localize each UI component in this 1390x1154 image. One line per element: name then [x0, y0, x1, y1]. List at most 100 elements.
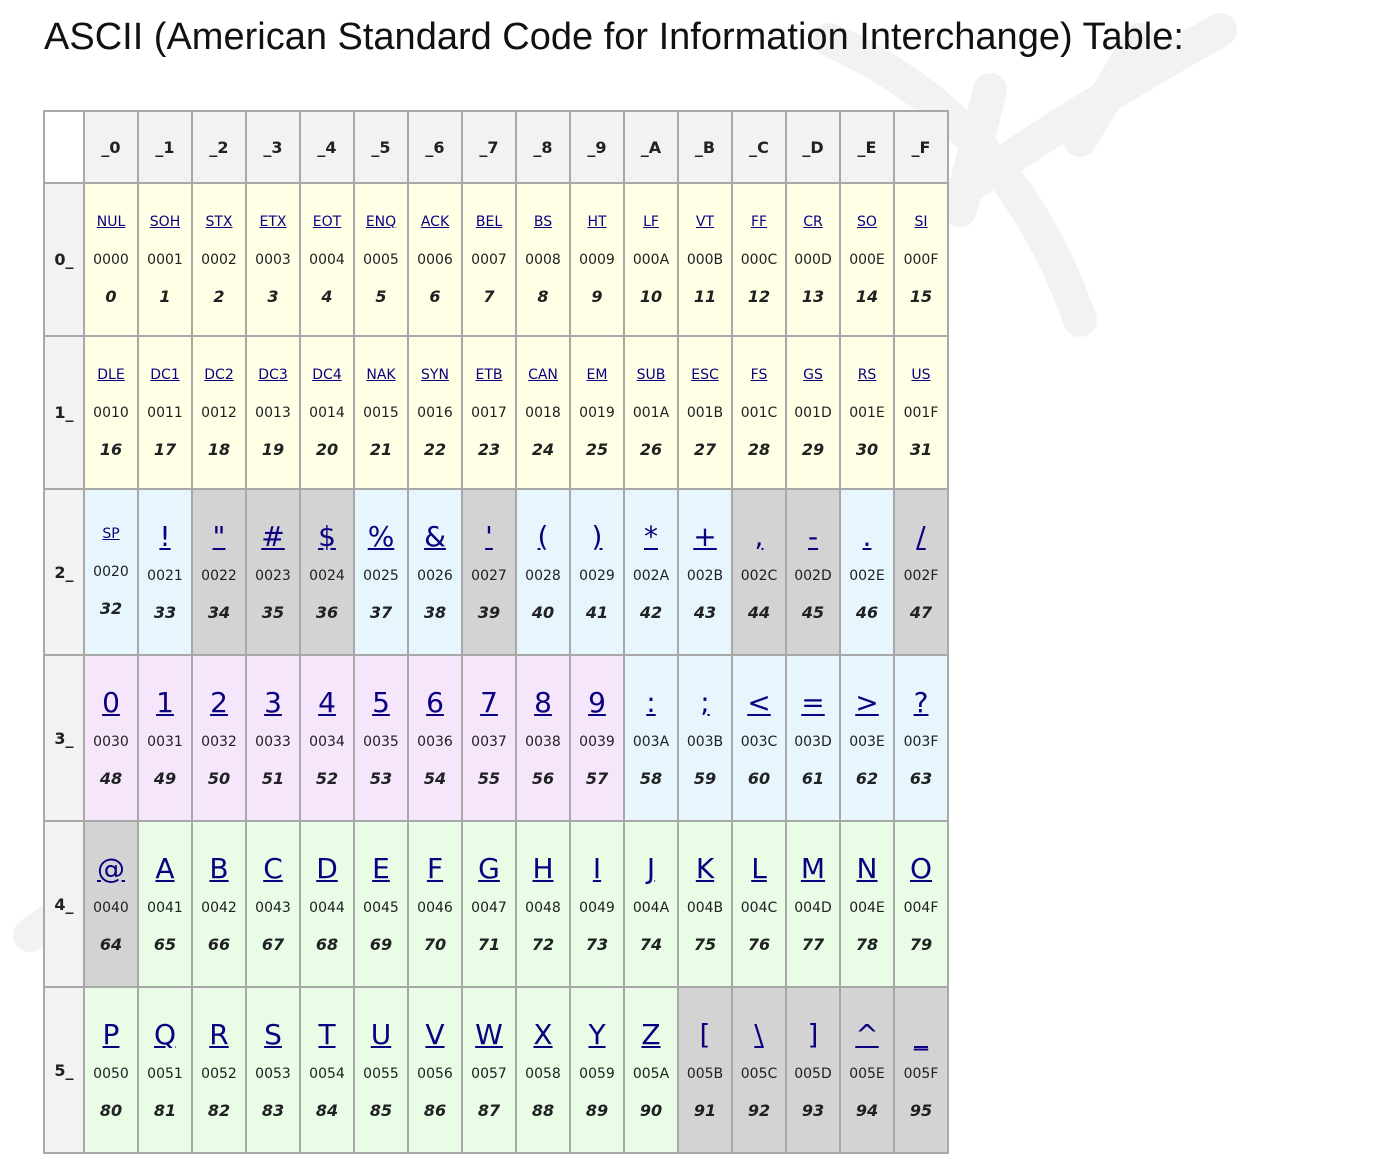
character-link[interactable]: - — [807, 520, 819, 553]
character-link[interactable]: & — [424, 520, 446, 553]
character-link[interactable]: 8 — [534, 686, 552, 719]
character-link[interactable]: HT — [587, 213, 607, 230]
character-link[interactable]: # — [261, 520, 285, 553]
character-link[interactable]: US — [911, 366, 931, 383]
character-link[interactable]: @ — [97, 852, 125, 885]
character-link[interactable]: ' — [485, 520, 493, 553]
character-link[interactable]: DC3 — [258, 366, 288, 383]
character-link[interactable]: N — [856, 852, 878, 885]
character-link[interactable]: BS — [533, 213, 553, 230]
character-link[interactable]: . — [862, 520, 872, 553]
ascii-cell: SYN 0016 22 — [407, 335, 463, 490]
character-link[interactable]: BEL — [475, 213, 503, 230]
character-link[interactable]: ESC — [691, 366, 719, 383]
character-link[interactable]: L — [751, 852, 767, 885]
character-link[interactable]: ENQ — [365, 213, 397, 230]
character-link[interactable]: DC4 — [312, 366, 342, 383]
character-link[interactable]: LF — [643, 213, 659, 230]
character-link[interactable]: + — [693, 520, 717, 553]
character-link[interactable]: D — [316, 852, 338, 885]
character-link[interactable]: ETX — [259, 213, 287, 230]
character-link[interactable]: M — [800, 852, 826, 885]
character-link[interactable]: 2 — [210, 686, 228, 719]
character-link[interactable]: Z — [641, 1018, 661, 1051]
character-link[interactable]: DC1 — [150, 366, 180, 383]
ascii-cell: V 0056 86 — [407, 986, 463, 1154]
character-link[interactable]: " — [212, 520, 226, 553]
character-link[interactable]: * — [644, 520, 658, 553]
character-link[interactable]: 3 — [264, 686, 282, 719]
character-link[interactable]: C — [263, 852, 283, 885]
character-link[interactable]: = — [801, 686, 825, 719]
character-link[interactable]: H — [532, 852, 554, 885]
character-link[interactable]: VT — [695, 213, 715, 230]
character-link[interactable]: V — [425, 1018, 445, 1051]
decimal-code: 68 — [315, 935, 339, 954]
character-link[interactable]: EM — [586, 366, 608, 383]
character-link[interactable]: DC2 — [204, 366, 234, 383]
character-link[interactable]: FF — [750, 213, 768, 230]
character-link[interactable]: $ — [318, 520, 336, 553]
character-link[interactable]: NUL — [96, 213, 126, 230]
character-link[interactable]: 0 — [102, 686, 120, 719]
character-link[interactable]: P — [102, 1018, 120, 1051]
character-link[interactable]: RS — [857, 366, 877, 383]
character-link[interactable]: I — [592, 852, 602, 885]
character-link[interactable]: ! — [159, 520, 171, 553]
character-link[interactable]: [ — [699, 1018, 711, 1051]
character-link[interactable]: ^ — [855, 1018, 879, 1051]
character-link[interactable]: _ — [914, 1018, 928, 1051]
character-link[interactable]: 7 — [480, 686, 498, 719]
character-link[interactable]: SYN — [421, 366, 449, 383]
character-link[interactable]: Y — [588, 1018, 606, 1051]
character-link[interactable]: Q — [153, 1018, 177, 1051]
character-link[interactable]: R — [209, 1018, 229, 1051]
character-link[interactable]: 4 — [318, 686, 336, 719]
character-link[interactable]: O — [909, 852, 933, 885]
character-link[interactable]: EOT — [312, 213, 342, 230]
character-link[interactable]: W — [475, 1018, 503, 1051]
character-link[interactable]: B — [209, 852, 229, 885]
character-link[interactable]: , — [754, 520, 764, 553]
character-link[interactable]: SI — [914, 213, 928, 230]
decimal-code: 20 — [315, 439, 339, 459]
character-link[interactable]: K — [695, 852, 715, 885]
character-link[interactable]: 1 — [156, 686, 174, 719]
character-link[interactable]: CR — [803, 213, 823, 230]
character-link[interactable]: SO — [857, 213, 877, 230]
character-link[interactable]: ? — [913, 686, 929, 719]
character-link[interactable]: G — [478, 852, 500, 885]
character-link[interactable]: ETB — [475, 366, 503, 383]
character-link[interactable]: GS — [803, 366, 823, 383]
character-link[interactable]: J — [646, 852, 656, 885]
character-link[interactable]: T — [318, 1018, 336, 1051]
character-link[interactable]: FS — [750, 366, 768, 383]
character-link[interactable]: ; — [700, 686, 710, 719]
character-link[interactable]: \ — [754, 1018, 764, 1051]
character-link[interactable]: SP — [102, 526, 120, 542]
character-link[interactable]: 6 — [426, 686, 444, 719]
character-link[interactable]: ] — [807, 1018, 819, 1051]
character-link[interactable]: E — [372, 852, 390, 885]
character-link[interactable]: > — [855, 686, 879, 719]
character-link[interactable]: 9 — [588, 686, 606, 719]
character-link[interactable]: S — [264, 1018, 282, 1051]
character-link[interactable]: < — [747, 686, 771, 719]
character-link[interactable]: ACK — [420, 213, 450, 230]
character-link[interactable]: U — [370, 1018, 392, 1051]
character-link[interactable]: F — [426, 852, 444, 885]
character-link[interactable]: A — [155, 852, 175, 885]
character-link[interactable]: X — [533, 1018, 553, 1051]
character-link[interactable]: NAK — [366, 366, 396, 383]
character-link[interactable]: SUB — [636, 366, 666, 383]
character-link[interactable]: CAN — [528, 366, 558, 383]
character-link[interactable]: 5 — [372, 686, 390, 719]
character-link[interactable]: DLE — [97, 366, 125, 383]
character-link[interactable]: ) — [591, 520, 603, 553]
character-link[interactable]: STX — [205, 213, 233, 230]
character-link[interactable]: / — [916, 520, 926, 553]
character-link[interactable]: % — [367, 520, 395, 553]
character-link[interactable]: ( — [537, 520, 549, 553]
character-link[interactable]: : — [646, 686, 656, 719]
character-link[interactable]: SOH — [149, 213, 181, 230]
